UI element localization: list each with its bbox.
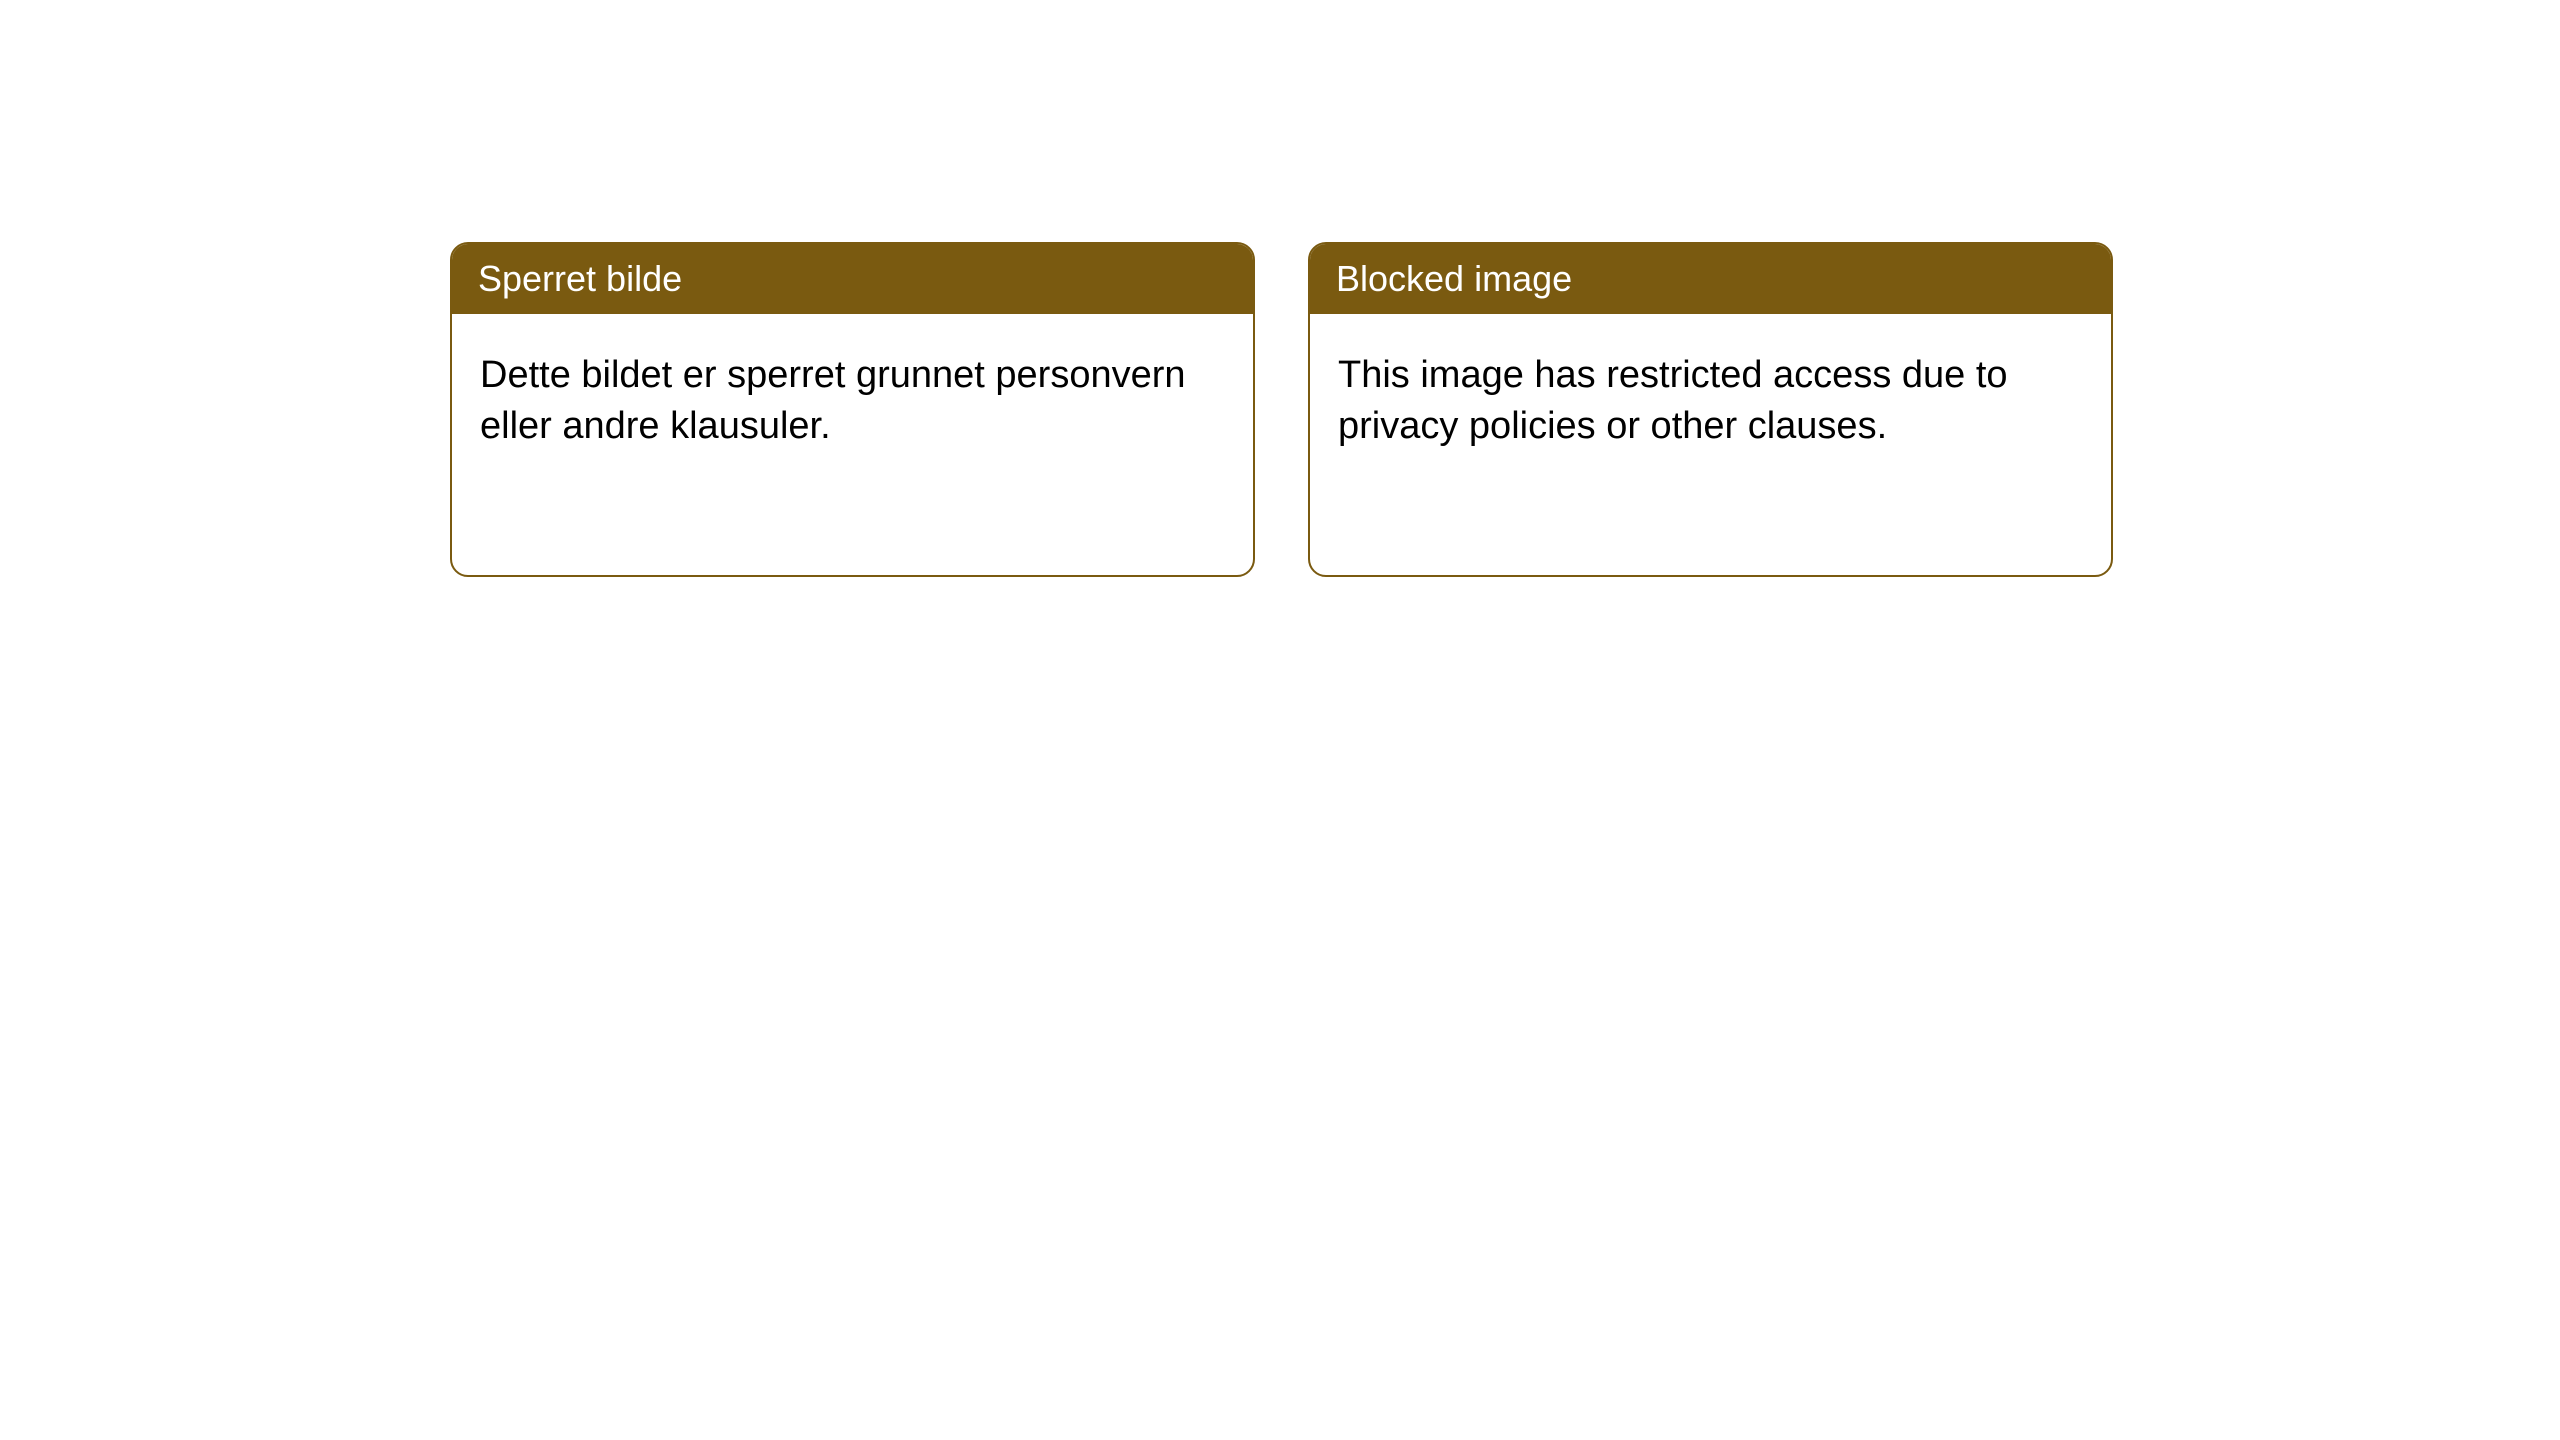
notice-card-norwegian: Sperret bilde Dette bildet er sperret gr… [450,242,1255,577]
notice-card-body: This image has restricted access due to … [1310,314,2111,489]
notice-card-title: Sperret bilde [452,244,1253,314]
notice-card-body: Dette bildet er sperret grunnet personve… [452,314,1253,489]
notice-card-english: Blocked image This image has restricted … [1308,242,2113,577]
notice-card-title: Blocked image [1310,244,2111,314]
notice-container: Sperret bilde Dette bildet er sperret gr… [450,242,2113,577]
